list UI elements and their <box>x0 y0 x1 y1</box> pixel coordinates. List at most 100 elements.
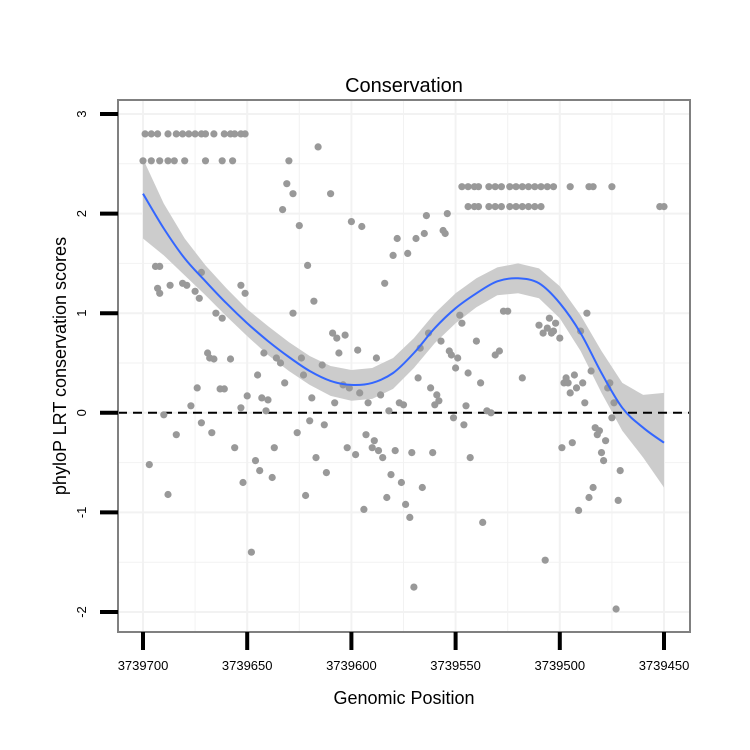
data-point <box>172 130 180 138</box>
data-point <box>504 307 512 315</box>
data-point <box>147 130 155 138</box>
data-point <box>427 384 435 392</box>
data-point <box>464 369 472 377</box>
data-point <box>210 355 218 363</box>
data-point <box>354 346 362 354</box>
data-point <box>497 203 505 211</box>
data-point <box>408 449 416 457</box>
x-tick-label: 3739600 <box>326 658 377 673</box>
data-point <box>402 500 410 508</box>
data-point <box>447 351 455 359</box>
data-point <box>412 234 420 243</box>
data-point <box>589 183 597 191</box>
data-point <box>295 222 303 230</box>
data-point <box>368 444 376 452</box>
data-point <box>145 461 153 469</box>
data-point <box>549 183 558 191</box>
data-point <box>531 203 539 211</box>
data-point <box>452 364 460 372</box>
data-point <box>491 183 499 191</box>
data-point <box>179 130 187 138</box>
data-point <box>512 203 520 211</box>
grid <box>118 100 690 632</box>
data-point <box>241 130 249 138</box>
data-point <box>602 437 610 445</box>
data-point <box>491 203 499 211</box>
data-point <box>495 347 503 355</box>
y-tick-label: 2 <box>74 210 89 217</box>
data-point <box>310 297 318 305</box>
data-point <box>297 354 305 362</box>
data-point <box>422 212 430 220</box>
y-tick-label: -1 <box>74 507 89 519</box>
data-point <box>139 157 147 165</box>
data-point <box>358 222 366 231</box>
data-point <box>518 374 526 382</box>
data-point <box>170 157 178 165</box>
data-point <box>268 473 276 482</box>
data-point <box>579 379 587 387</box>
data-point <box>543 324 551 332</box>
data-point <box>595 427 604 435</box>
data-point <box>327 190 335 198</box>
data-point <box>429 449 437 457</box>
data-point <box>212 309 220 317</box>
data-point <box>435 397 443 405</box>
data-point <box>218 157 226 165</box>
data-point <box>345 384 353 392</box>
data-point <box>251 457 260 465</box>
data-point <box>541 556 549 564</box>
data-point <box>531 183 539 191</box>
data-point <box>518 203 526 211</box>
data-point <box>229 157 237 165</box>
data-point <box>552 319 560 327</box>
data-point <box>387 471 395 479</box>
chart-title: Conservation <box>345 75 463 97</box>
data-point <box>318 361 326 369</box>
data-point <box>201 157 210 165</box>
data-point <box>454 354 462 362</box>
data-point <box>289 309 297 317</box>
data-point <box>462 402 470 410</box>
data-point <box>191 130 199 138</box>
data-point <box>616 467 624 475</box>
data-point <box>270 444 278 452</box>
data-point <box>416 344 424 352</box>
data-point <box>377 391 385 399</box>
data-point <box>156 262 164 270</box>
data-point <box>464 203 472 211</box>
data-point <box>539 329 547 337</box>
data-point <box>197 419 205 427</box>
data-point <box>608 183 616 191</box>
data-point <box>220 130 228 138</box>
data-point <box>172 431 180 439</box>
data-point <box>549 327 558 335</box>
smooth-line <box>142 193 665 444</box>
data-point <box>364 399 372 407</box>
data-point <box>160 411 168 419</box>
data-point <box>397 478 405 487</box>
data-point <box>247 548 255 556</box>
data-point <box>537 203 545 211</box>
data-point <box>437 337 445 345</box>
plot-border <box>117 99 691 633</box>
data-point <box>241 289 249 297</box>
data-point <box>477 379 485 387</box>
y-axis-label: phyloP LRT conservation scores <box>50 237 70 495</box>
data-point <box>260 349 268 357</box>
data-point <box>320 421 328 429</box>
data-point <box>414 374 422 382</box>
data-point <box>374 447 383 455</box>
data-point <box>347 218 355 226</box>
y-tick-label: 0 <box>74 409 89 416</box>
data-point <box>289 190 297 198</box>
data-point <box>166 281 174 289</box>
x-tick-label: 3739500 <box>534 658 585 673</box>
data-point <box>322 469 330 477</box>
data-point <box>537 183 545 191</box>
data-point <box>283 180 291 188</box>
data-point <box>608 414 616 422</box>
data-point <box>356 389 364 397</box>
data-point <box>581 399 589 407</box>
